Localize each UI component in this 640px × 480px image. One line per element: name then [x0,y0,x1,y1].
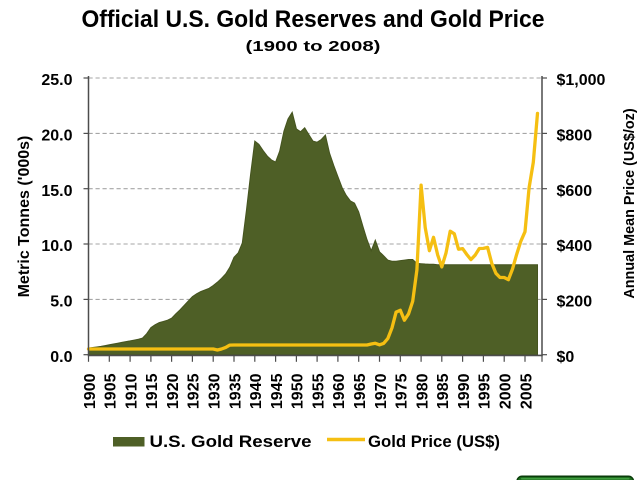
svg-text:2005: 2005 [518,373,535,409]
svg-text:0.0: 0.0 [50,349,72,366]
svg-text:$200: $200 [557,294,593,311]
svg-text:1995: 1995 [477,373,494,409]
svg-text:U.S. Gold Reserve: U.S. Gold Reserve [150,432,312,451]
svg-text:10.0: 10.0 [41,238,72,255]
svg-text:1930: 1930 [207,373,224,409]
svg-text:20.0: 20.0 [41,128,72,145]
svg-text:(1900 to 2008): (1900 to 2008) [246,38,381,55]
svg-text:1915: 1915 [144,373,161,409]
svg-text:2000: 2000 [498,373,515,409]
svg-text:1925: 1925 [186,373,203,409]
svg-text:1910: 1910 [123,373,140,409]
svg-text:1955: 1955 [310,373,327,409]
svg-text:5.0: 5.0 [50,294,72,311]
svg-text:1965: 1965 [352,373,369,409]
svg-text:1985: 1985 [435,373,452,409]
svg-text:$0: $0 [557,349,575,366]
svg-text:25.0: 25.0 [41,72,72,89]
svg-text:1975: 1975 [394,373,411,409]
svg-text:$1,000: $1,000 [557,72,606,89]
svg-text:1900: 1900 [82,373,99,409]
svg-text:Metric Tonnes ('000s): Metric Tonnes ('000s) [16,136,33,298]
svg-text:$600: $600 [557,183,593,200]
svg-text:1905: 1905 [103,373,120,409]
svg-text:Official U.S. Gold Reserves an: Official U.S. Gold Reserves and Gold Pri… [82,6,545,33]
svg-text:1970: 1970 [373,373,390,409]
svg-text:15.0: 15.0 [41,183,72,200]
svg-text:$800: $800 [557,128,593,145]
svg-text:1945: 1945 [269,373,286,409]
svg-text:1960: 1960 [331,373,348,409]
svg-text:1940: 1940 [248,373,265,409]
svg-text:1980: 1980 [414,373,431,409]
svg-text:1935: 1935 [227,373,244,409]
svg-text:1990: 1990 [456,373,473,409]
svg-text:Annual Mean Price (US$/oz): Annual Mean Price (US$/oz) [622,108,638,299]
svg-text:1920: 1920 [165,373,182,409]
svg-text:$400: $400 [557,238,593,255]
svg-text:1950: 1950 [290,373,307,409]
svg-text:Gold Price (US$): Gold Price (US$) [368,432,500,451]
